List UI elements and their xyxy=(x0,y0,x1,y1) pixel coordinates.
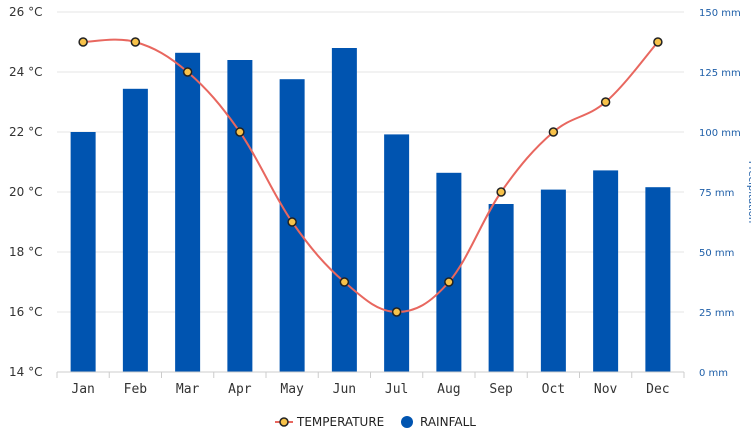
x-tick-label: Jul xyxy=(385,382,408,397)
y-right-tick-label: 50 mm xyxy=(699,248,734,259)
y-right-tick-label: 125 mm xyxy=(699,68,741,79)
legend-temperature-marker xyxy=(279,417,289,427)
y-left-tick-label: 16 °C xyxy=(9,305,42,319)
x-tick-label: Mar xyxy=(176,382,200,397)
legend: TEMPERATURE RAINFALL xyxy=(275,415,476,429)
rainfall-bar-aug xyxy=(436,172,462,372)
x-tick-label: Sep xyxy=(489,382,513,397)
temperature-point-mar xyxy=(182,67,193,77)
y-axis-left: 14 °C 16 °C 18 °C 20 °C 22 °C 24 °C 26 °C xyxy=(9,5,42,379)
rainfall-bars xyxy=(70,48,671,373)
x-tick-label: May xyxy=(280,382,304,397)
temperature-point-dec xyxy=(653,37,663,47)
x-tick-label: Feb xyxy=(124,382,148,397)
legend-rainfall-label: RAINFALL xyxy=(420,415,476,429)
x-tick-label: Jun xyxy=(333,382,356,397)
rainfall-bar-jun xyxy=(331,48,357,372)
temperature-point-feb xyxy=(130,37,141,47)
y-left-tick-label: 22 °C xyxy=(9,125,42,139)
x-tick-label: Dec xyxy=(646,382,669,397)
temperature-point-aug xyxy=(444,277,454,287)
x-tick-label: Oct xyxy=(542,382,565,397)
y-left-tick-label: 24 °C xyxy=(9,65,42,79)
rainfall-bar-feb xyxy=(122,88,148,373)
rainfall-bar-jul xyxy=(384,134,410,372)
y-left-tick-label: 18 °C xyxy=(9,245,42,259)
temperature-point-jul xyxy=(391,307,402,317)
temperature-point-oct xyxy=(548,127,559,137)
rainfall-bar-mar xyxy=(175,52,201,373)
rainfall-bar-jan xyxy=(70,132,96,372)
y-left-tick-label: 20 °C xyxy=(9,185,42,199)
y-axis-right: 0 mm 25 mm 50 mm 75 mm 100 mm 125 mm 150 mm Pre… xyxy=(699,8,751,379)
y-right-tick-label: 25 mm xyxy=(699,308,734,319)
rainfall-bar-dec xyxy=(645,187,671,372)
temperature-point-jun xyxy=(339,277,350,287)
temperature-series-line xyxy=(83,38,659,314)
temperature-point-nov xyxy=(600,97,611,107)
grid-lines xyxy=(57,11,684,373)
y-left-tick-label: 14 °C xyxy=(9,365,42,379)
rainfall-bar-sep xyxy=(488,204,514,372)
temperature-point-apr xyxy=(235,127,245,137)
y-right-tick-label: 0 mm xyxy=(699,368,728,379)
legend-rainfall-marker xyxy=(401,416,413,428)
x-axis: Jan Feb Mar Apr May Jun Jul Aug Sep Oct Nov Dec xyxy=(56,371,685,397)
x-tick-label: Jan xyxy=(71,382,94,397)
y-right-tick-label: 150 mm xyxy=(699,8,741,19)
x-tick-label: Aug xyxy=(437,382,460,397)
rainfall-bar-apr xyxy=(227,60,253,372)
y-right-tick-label: 75 mm xyxy=(699,188,734,199)
y-right-tick-label: 100 mm xyxy=(699,128,741,139)
temperature-point-may xyxy=(287,217,297,227)
x-tick-label: Apr xyxy=(228,382,252,397)
rainfall-bar-oct xyxy=(540,189,566,372)
y-right-axis-title: Precipitation xyxy=(746,161,751,224)
temperature-point-sep xyxy=(496,187,506,197)
y-left-tick-label: 26 °C xyxy=(9,5,42,19)
rainfall-bar-nov xyxy=(593,170,619,372)
x-tick-label: Nov xyxy=(594,382,618,397)
temperature-line xyxy=(78,37,663,317)
temperature-point-jan xyxy=(78,37,88,47)
legend-temperature-label: TEMPERATURE xyxy=(296,415,384,429)
